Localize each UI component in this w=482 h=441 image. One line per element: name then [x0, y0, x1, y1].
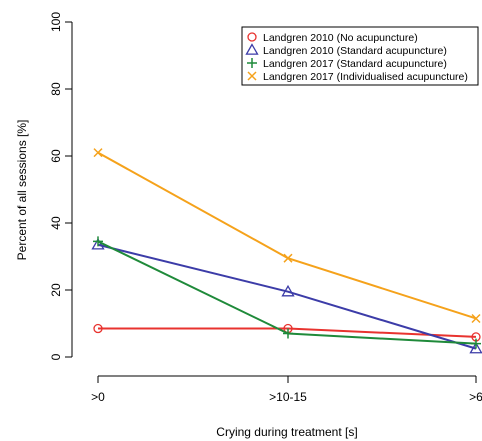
legend: Landgren 2010 (No acupuncture)Landgren 2… — [241, 26, 479, 86]
series-line-3 — [97, 151, 477, 320]
y-axis-label: Percent of all sessions [%] — [15, 120, 29, 261]
series-line-1 — [97, 243, 477, 350]
y-tick-label-0: 0 — [49, 353, 63, 360]
series-layer — [91, 148, 482, 354]
y-ticks: 0 20 40 60 80 100 — [49, 12, 72, 360]
series-2-point-2 — [471, 338, 481, 349]
legend-marker-2 — [247, 58, 257, 68]
y-tick-label-4: 80 — [49, 82, 63, 96]
series-1-point-0 — [91, 237, 105, 250]
legend-label-1: Landgren 2010 (Standard acupuncture) — [263, 45, 447, 57]
y-tick-label-5: 100 — [49, 12, 63, 32]
series-1-point-1 — [281, 284, 295, 297]
x-tick-label-2: >6 — [469, 390, 482, 404]
series-3-point-2 — [471, 313, 481, 324]
legend-entry-1: Landgren 2010 (Standard acupuncture) — [245, 43, 447, 57]
legend-entry-2: Landgren 2017 (Standard acupuncture) — [247, 58, 447, 70]
series-line-0 — [98, 327, 477, 338]
x-tick-label-0: >0 — [91, 390, 105, 404]
legend-entry-3: Landgren 2017 (Individualised acupunctur… — [247, 71, 468, 83]
legend-box — [241, 26, 479, 86]
series-3-point-1 — [283, 253, 293, 263]
series-2-point-1 — [283, 328, 293, 339]
legend-marker-1 — [245, 43, 259, 55]
legend-entries: Landgren 2010 (No acupuncture)Landgren 2… — [245, 32, 468, 83]
series-3-point-0 — [93, 148, 103, 158]
legend-marker-3 — [247, 71, 257, 81]
axes: 0 20 40 60 80 100 >0 >10-15 >6 — [49, 12, 482, 404]
x-axis-label: Crying during treatment [s] — [216, 425, 357, 439]
y-tick-label-1: 20 — [49, 283, 63, 297]
series-1-point-2 — [469, 341, 482, 354]
series-2-point-0 — [93, 236, 103, 247]
legend-marker-0 — [247, 32, 257, 42]
legend-entry-0: Landgren 2010 (No acupuncture) — [247, 32, 418, 44]
x-tick-label-1: >10-15 — [269, 390, 307, 404]
legend-label-3: Landgren 2017 (Individualised acupunctur… — [263, 71, 468, 83]
series-1 — [91, 237, 482, 354]
x-ticks: >0 >10-15 >6 — [91, 376, 482, 404]
legend-label-0: Landgren 2010 (No acupuncture) — [263, 32, 418, 44]
legend-label-2: Landgren 2017 (Standard acupuncture) — [263, 58, 447, 70]
y-tick-label-3: 60 — [49, 149, 63, 163]
series-0-point-0 — [93, 323, 103, 334]
series-2 — [93, 236, 481, 349]
series-3 — [93, 148, 481, 324]
y-tick-label-2: 40 — [49, 216, 63, 230]
